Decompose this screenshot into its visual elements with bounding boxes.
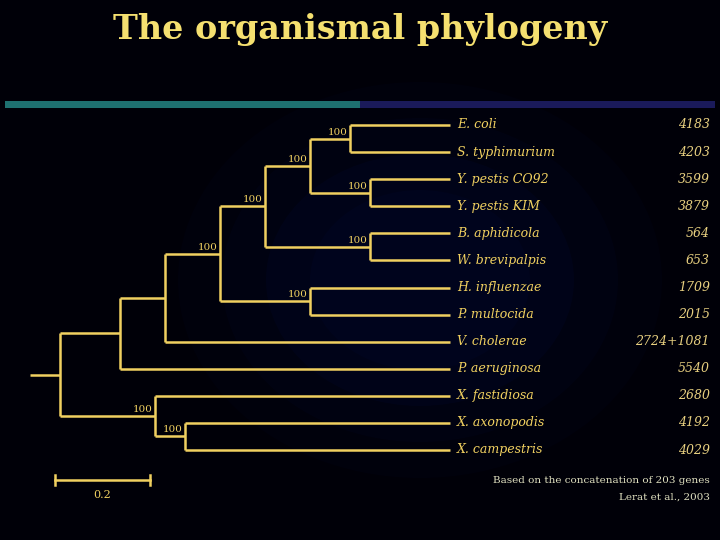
Text: 3879: 3879 [678,200,710,213]
Bar [5,101,360,108]
Text: E. coli: E. coli [457,118,497,132]
Text: 0.2: 0.2 [94,490,112,500]
Text: 4029: 4029 [678,443,710,456]
Text: 3599: 3599 [678,173,710,186]
Text: Lerat et al., 2003: Lerat et al., 2003 [619,493,710,502]
Text: 100: 100 [288,290,308,299]
Text: X. campestris: X. campestris [457,443,544,456]
Text: 2724+1081: 2724+1081 [636,335,710,348]
Text: X. fastidiosa: X. fastidiosa [457,389,535,402]
Text: 2015: 2015 [678,308,710,321]
Text: 1709: 1709 [678,281,710,294]
Text: S. typhimurium: S. typhimurium [457,146,555,159]
Text: 653: 653 [686,254,710,267]
Text: P. multocida: P. multocida [457,308,534,321]
Ellipse shape [266,154,574,406]
Text: 100: 100 [163,426,183,435]
Text: 564: 564 [686,227,710,240]
Text: 100: 100 [243,195,263,204]
Text: Y. pestis CO92: Y. pestis CO92 [457,173,549,186]
Text: Based on the concatenation of 203 genes: Based on the concatenation of 203 genes [493,476,710,485]
Text: W. brevipalpis: W. brevipalpis [457,254,546,267]
Bar [360,101,715,108]
Text: 2680: 2680 [678,389,710,402]
Text: 4203: 4203 [678,146,710,159]
Text: B. aphidicola: B. aphidicola [457,227,539,240]
Text: 4192: 4192 [678,416,710,429]
Text: 100: 100 [348,236,368,245]
Text: 100: 100 [133,405,153,414]
Text: 100: 100 [328,127,348,137]
Text: H. influenzae: H. influenzae [457,281,541,294]
Text: V. cholerae: V. cholerae [457,335,526,348]
Text: X. axonopodis: X. axonopodis [457,416,545,429]
Text: 100: 100 [348,181,368,191]
Text: 4183: 4183 [678,118,710,132]
Text: 100: 100 [198,242,218,252]
Text: 5540: 5540 [678,362,710,375]
Text: Y. pestis KIM: Y. pestis KIM [457,200,540,213]
Text: The organismal phylogeny: The organismal phylogeny [113,14,607,46]
Text: P. aeruginosa: P. aeruginosa [457,362,541,375]
Text: 100: 100 [288,154,308,164]
